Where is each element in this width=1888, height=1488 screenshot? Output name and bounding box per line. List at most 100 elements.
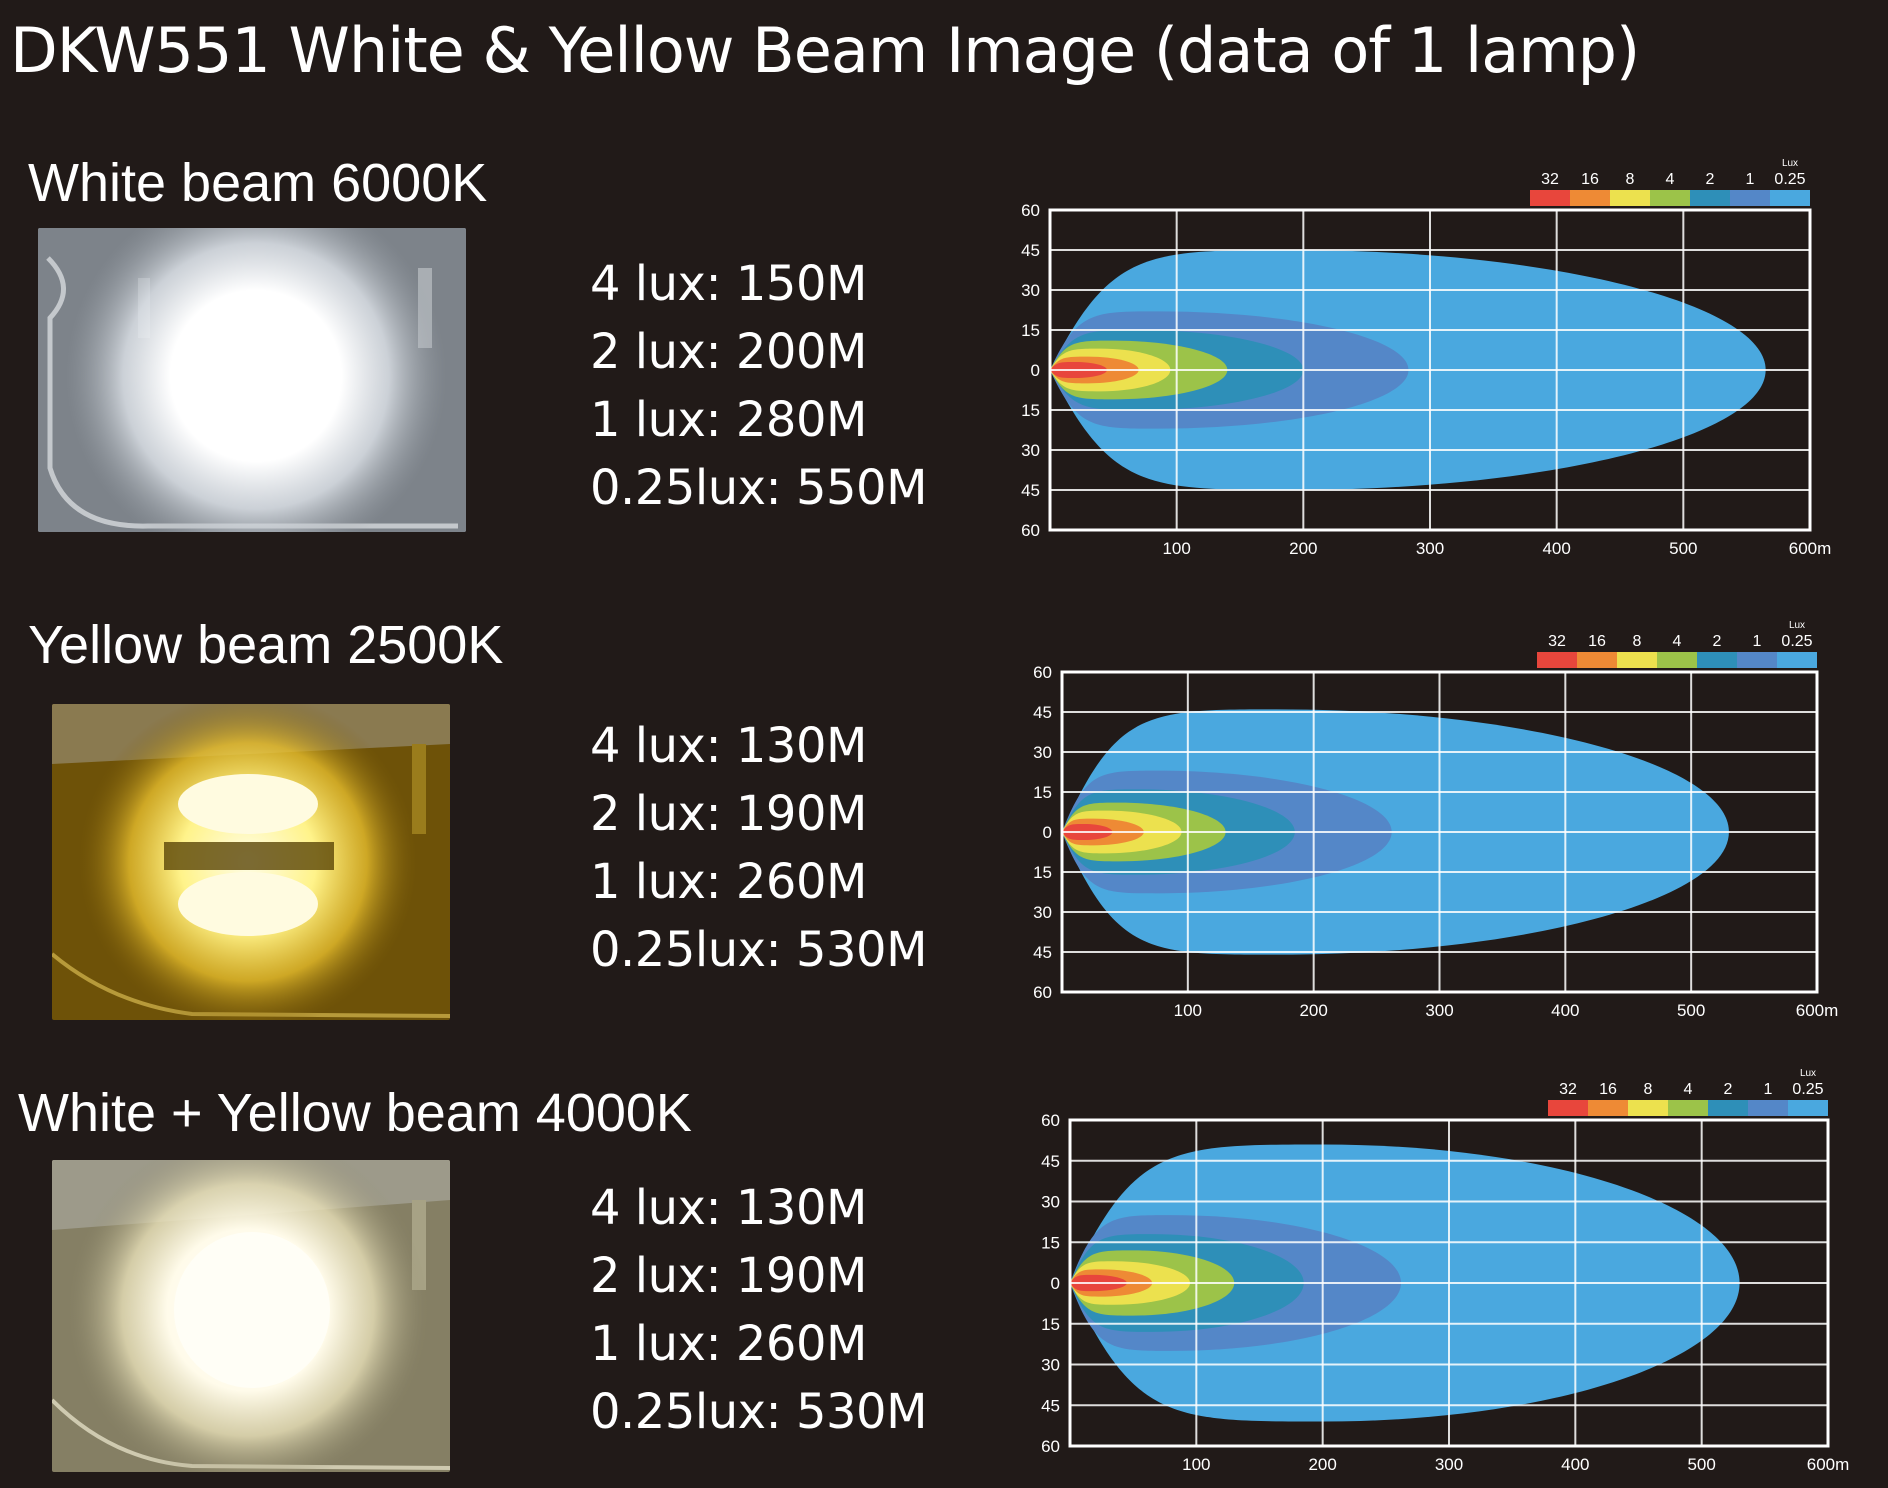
x-tick-label: 300 — [1435, 1455, 1463, 1474]
stat-025lux: 0.25lux: 530M — [590, 1384, 928, 1440]
y-tick-label: 45 — [1033, 703, 1052, 722]
beam-chart-yellow: 100 200 300 400 500 600m 60 45 30 15 0 15 30 45 60 32 16… — [1022, 610, 1852, 1020]
x-tick-label: 200 — [1289, 539, 1317, 558]
y-tick-label: 60 — [1033, 663, 1052, 682]
legend-label: 16 — [1581, 171, 1599, 188]
beam-chart-svg: 100 200 300 400 500 600m 60 45 30 15 0 15 30 45 60 32 16… — [1033, 620, 1839, 1020]
x-tick-label: 400 — [1561, 1455, 1589, 1474]
legend-swatch — [1650, 190, 1690, 206]
legend-swatch — [1610, 190, 1650, 206]
x-tick-label: 300 — [1416, 539, 1444, 558]
legend-unit: Lux — [1800, 1068, 1816, 1079]
legend-swatch — [1708, 1100, 1748, 1116]
legend-label: 32 — [1541, 171, 1559, 188]
y-tick-label: 15 — [1021, 401, 1040, 420]
x-tick-label: 500 — [1669, 539, 1697, 558]
legend-swatch — [1737, 652, 1777, 668]
x-tick-label: 500 — [1687, 1455, 1715, 1474]
legend-swatch — [1730, 190, 1770, 206]
lamp-photo-white — [38, 228, 466, 532]
legend-label: 8 — [1626, 171, 1635, 188]
beam-chart-white: 100 200 300 400 500 600m 60 45 30 15 0 15 30 45 60 32 16… — [1010, 148, 1840, 558]
y-tick-label: 60 — [1021, 201, 1040, 220]
stat-4lux: 4 lux: 130M — [590, 1180, 867, 1236]
lamp-photo-yellow — [52, 704, 450, 1020]
y-tick-label: 15 — [1033, 783, 1052, 802]
legend-unit: Lux — [1789, 620, 1805, 631]
legend-label: 8 — [1633, 633, 1642, 650]
legend-swatch — [1530, 190, 1570, 206]
legend-swatch — [1657, 652, 1697, 668]
x-tick-label: 600m — [1807, 1455, 1850, 1474]
stat-025lux: 0.25lux: 550M — [590, 460, 928, 516]
y-tick-label: 45 — [1041, 1152, 1060, 1171]
plot-frame — [1068, 1118, 1830, 1448]
x-tick-label: 200 — [1308, 1455, 1336, 1474]
stat-4lux: 4 lux: 150M — [590, 256, 867, 312]
legend-swatch — [1770, 190, 1810, 206]
y-tick-label: 60 — [1033, 983, 1052, 1002]
legend-label: 4 — [1673, 633, 1682, 650]
y-tick-label: 15 — [1041, 1315, 1060, 1334]
y-tick-label: 15 — [1021, 321, 1040, 340]
y-tick-label: 30 — [1021, 281, 1040, 300]
stat-1lux: 1 lux: 260M — [590, 1316, 867, 1372]
x-tick-label: 500 — [1677, 1001, 1705, 1020]
legend-label: 1 — [1753, 633, 1762, 650]
legend-label: 16 — [1588, 633, 1606, 650]
legend-swatch — [1617, 652, 1657, 668]
beam-chart-svg: 100 200 300 400 500 600m 60 45 30 15 0 15 30 45 60 32 16… — [1021, 158, 1832, 558]
x-tick-label: 300 — [1425, 1001, 1453, 1020]
legend-label: 0.25 — [1774, 171, 1805, 188]
beam-chart-svg: 100 200 300 400 500 600m 60 45 30 15 0 15 30 45 60 32 16… — [1041, 1068, 1850, 1474]
plot-frame — [1048, 208, 1812, 532]
legend-label: 4 — [1666, 171, 1675, 188]
y-tick-label: 0 — [1031, 361, 1040, 380]
stat-1lux: 1 lux: 260M — [590, 854, 867, 910]
legend-swatch — [1697, 652, 1737, 668]
beam-stats-mixed: 4 lux: 130M 2 lux: 190M 1 lux: 260M 0.25… — [590, 1174, 928, 1446]
legend-swatch — [1777, 652, 1817, 668]
x-tick-label: 400 — [1551, 1001, 1579, 1020]
x-tick-label: 100 — [1162, 539, 1190, 558]
beam-chart-mixed: 100 200 300 400 500 600m 60 45 30 15 0 15 30 45 60 32 16… — [1030, 1058, 1870, 1478]
beam-heading-mixed: White + Yellow beam 4000K — [18, 1083, 692, 1143]
legend-swatch — [1690, 190, 1730, 206]
y-tick-label: 15 — [1041, 1233, 1060, 1252]
legend-label: 0.25 — [1781, 633, 1812, 650]
legend-swatch — [1668, 1100, 1708, 1116]
legend-swatch — [1788, 1100, 1828, 1116]
page-title: DKW551 White & Yellow Beam Image (data o… — [10, 14, 1640, 87]
y-tick-label: 30 — [1041, 1193, 1060, 1212]
legend-swatch — [1548, 1100, 1588, 1116]
legend-label: 4 — [1684, 1081, 1693, 1098]
y-tick-label: 45 — [1041, 1396, 1060, 1415]
y-tick-label: 45 — [1033, 943, 1052, 962]
y-tick-label: 45 — [1021, 481, 1040, 500]
lamp-photo-mixed — [52, 1160, 450, 1472]
legend-label: 8 — [1644, 1081, 1653, 1098]
legend-label: 16 — [1599, 1081, 1617, 1098]
y-tick-label: 30 — [1021, 441, 1040, 460]
legend-swatch — [1570, 190, 1610, 206]
y-tick-label: 45 — [1021, 241, 1040, 260]
y-tick-label: 30 — [1041, 1356, 1060, 1375]
beam-stats-white: 4 lux: 150M 2 lux: 200M 1 lux: 280M 0.25… — [590, 250, 928, 522]
x-tick-label: 600m — [1789, 539, 1832, 558]
y-tick-label: 60 — [1041, 1111, 1060, 1130]
stat-2lux: 2 lux: 190M — [590, 1248, 867, 1304]
legend-label: 32 — [1559, 1081, 1577, 1098]
x-tick-label: 600m — [1796, 1001, 1839, 1020]
y-tick-label: 60 — [1041, 1437, 1060, 1456]
y-tick-label: 0 — [1043, 823, 1052, 842]
stat-4lux: 4 lux: 130M — [590, 718, 867, 774]
legend-label: 1 — [1746, 171, 1755, 188]
stat-2lux: 2 lux: 190M — [590, 786, 867, 842]
legend-label: 2 — [1713, 633, 1722, 650]
stat-1lux: 1 lux: 280M — [590, 392, 867, 448]
plot-frame — [1060, 670, 1819, 994]
stat-2lux: 2 lux: 200M — [590, 324, 867, 380]
y-tick-label: 0 — [1051, 1274, 1060, 1293]
x-tick-label: 400 — [1542, 539, 1570, 558]
legend-swatch — [1537, 652, 1577, 668]
